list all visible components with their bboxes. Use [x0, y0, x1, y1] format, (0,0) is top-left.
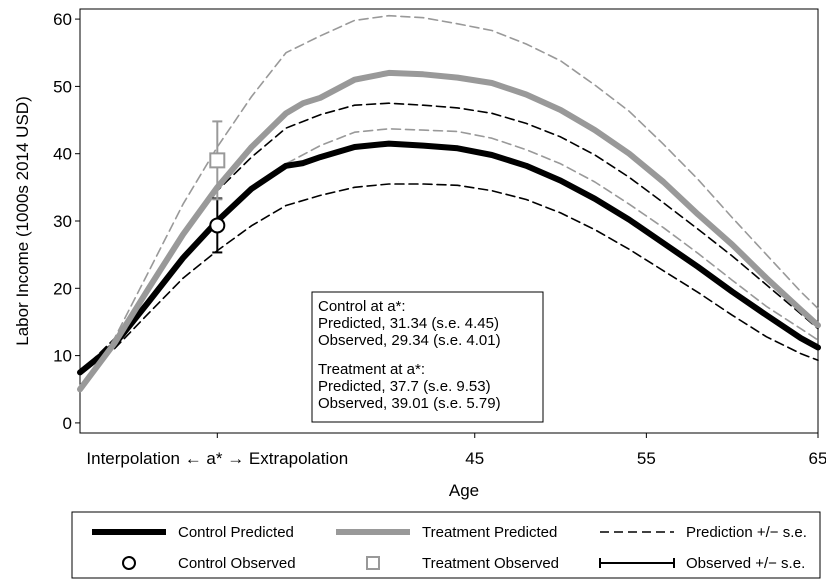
legend-label: Prediction +/− s.e. — [686, 524, 807, 541]
annotation-line: Observed, 29.34 (s.e. 4.01) — [318, 332, 501, 349]
series-line-4 — [79, 14, 819, 391]
legend-label: Treatment Observed — [422, 555, 559, 572]
y-tick-label: 10 — [53, 347, 72, 366]
y-tick-label: 0 — [63, 414, 72, 433]
legend-frame — [71, 511, 821, 579]
annotation-frame — [311, 291, 544, 423]
legend-label: Observed +/− s.e. — [686, 555, 805, 572]
legend-label: Control Observed — [178, 555, 296, 572]
annotation-line: Predicted, 37.7 (s.e. 9.53) — [318, 378, 491, 395]
legend-symbol — [122, 556, 136, 570]
y-tick-label: 20 — [53, 279, 72, 298]
y-tick-label: 50 — [53, 77, 72, 96]
axes: 0 10 20 30 40 50 60 45 55 65 Interpolation ← a* → … — [13, 8, 826, 500]
y-tick-label: 40 — [53, 145, 72, 164]
observed-point-control — [209, 217, 226, 234]
x-special-label: Interpolation ← a* → Extrapolation — [86, 449, 348, 468]
annotation-line: Predicted, 31.34 (s.e. 4.45) — [318, 315, 499, 332]
annotation-line: Control at a*: — [318, 298, 406, 315]
x-tick-label: 45 — [465, 449, 484, 468]
annotation-line: Observed, 39.01 (s.e. 5.79) — [318, 395, 501, 412]
legend-symbol — [366, 556, 380, 570]
observed-point-treatment — [209, 152, 226, 169]
y-tick-label: 60 — [53, 10, 72, 29]
legend-label: Control Predicted — [178, 524, 294, 541]
y-axis-title: Labor Income (1000s 2014 USD) — [13, 96, 32, 345]
series-line-3 — [79, 183, 819, 374]
legend: Control Predicted Treatment Predicted Pred… — [71, 511, 821, 579]
observed-group — [209, 120, 226, 254]
y-tick-label: 30 — [53, 212, 72, 231]
annotation-line: Treatment at a*: — [318, 361, 425, 378]
series-line-1 — [77, 69, 821, 393]
annotation-box: Control at a*:Predicted, 31.34 (s.e. 4.4… — [311, 291, 544, 423]
legend-label: Treatment Predicted — [422, 524, 557, 541]
x-tick-label: 55 — [637, 449, 656, 468]
x-axis-title: Age — [449, 481, 479, 500]
x-tick-label: 65 — [809, 449, 826, 468]
